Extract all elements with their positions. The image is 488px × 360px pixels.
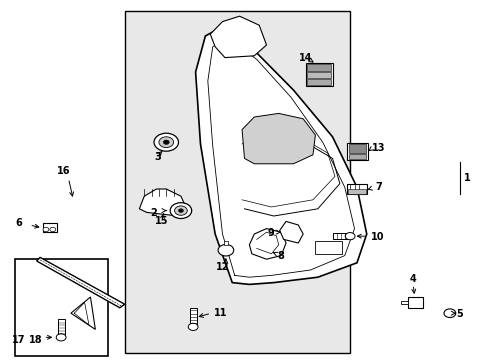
- Text: 11: 11: [214, 308, 227, 318]
- Bar: [15, 259, 107, 356]
- Text: 10: 10: [370, 231, 384, 242]
- Bar: [43, 223, 57, 232]
- Circle shape: [154, 133, 178, 151]
- Circle shape: [170, 203, 191, 219]
- Bar: [332, 233, 351, 239]
- Bar: [315, 241, 342, 254]
- Bar: [407, 297, 422, 308]
- Circle shape: [50, 228, 56, 232]
- Circle shape: [163, 140, 169, 144]
- Text: 5: 5: [455, 309, 462, 319]
- Circle shape: [178, 209, 183, 212]
- Circle shape: [218, 244, 233, 256]
- Polygon shape: [139, 189, 185, 216]
- Bar: [348, 144, 366, 153]
- Text: 3: 3: [154, 152, 161, 162]
- Bar: [346, 143, 367, 160]
- Text: 2: 2: [150, 208, 157, 218]
- Polygon shape: [195, 25, 366, 284]
- Bar: [124, 11, 349, 353]
- Polygon shape: [242, 113, 315, 164]
- Circle shape: [56, 334, 66, 341]
- Bar: [400, 301, 407, 304]
- Circle shape: [159, 137, 173, 148]
- Bar: [347, 189, 365, 194]
- Text: 15: 15: [154, 216, 168, 226]
- Bar: [306, 64, 330, 71]
- Text: 9: 9: [266, 228, 273, 238]
- Circle shape: [345, 233, 354, 240]
- Bar: [189, 308, 196, 326]
- Text: 18: 18: [29, 335, 43, 345]
- Text: 14: 14: [298, 53, 312, 63]
- Circle shape: [188, 323, 198, 330]
- Circle shape: [43, 228, 49, 232]
- Bar: [305, 63, 332, 86]
- Bar: [306, 79, 330, 85]
- Text: 7: 7: [375, 182, 382, 192]
- Polygon shape: [249, 229, 285, 259]
- Polygon shape: [71, 297, 95, 329]
- Bar: [348, 154, 366, 159]
- Bar: [58, 319, 64, 337]
- Text: 13: 13: [371, 143, 385, 153]
- Text: 1: 1: [463, 173, 469, 183]
- Polygon shape: [279, 221, 303, 243]
- Text: 16: 16: [57, 166, 70, 176]
- Polygon shape: [37, 257, 124, 308]
- Text: 4: 4: [409, 274, 416, 284]
- Text: 12: 12: [215, 262, 229, 273]
- Circle shape: [174, 206, 187, 215]
- Bar: [346, 184, 366, 194]
- Text: 6: 6: [15, 218, 22, 228]
- Circle shape: [443, 309, 455, 318]
- Text: 8: 8: [277, 251, 284, 261]
- Bar: [224, 241, 227, 245]
- Bar: [306, 72, 330, 78]
- Text: 17: 17: [12, 335, 25, 345]
- Polygon shape: [210, 16, 266, 58]
